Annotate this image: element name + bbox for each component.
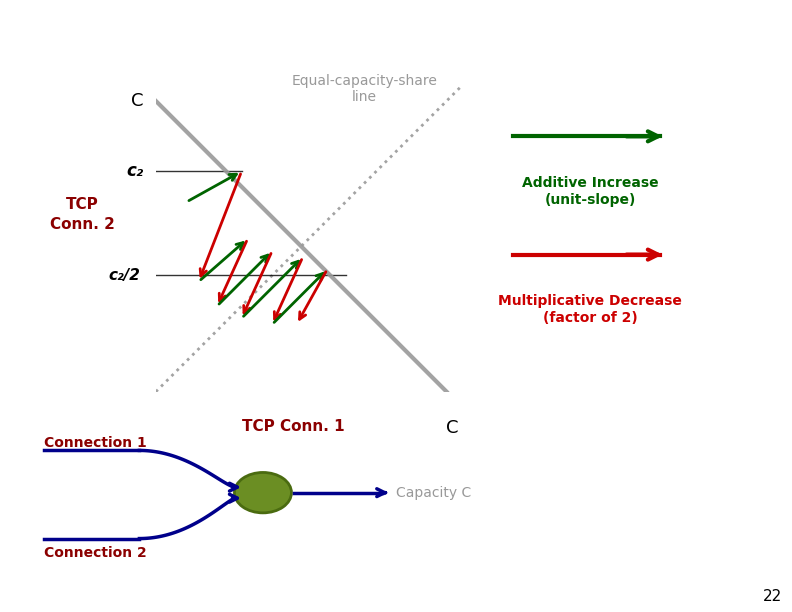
Text: c₂: c₂ bbox=[127, 162, 143, 181]
Text: Engineering: Engineering bbox=[521, 29, 624, 44]
Ellipse shape bbox=[234, 472, 291, 513]
Text: Equal-capacity-share
line: Equal-capacity-share line bbox=[291, 73, 437, 104]
Text: 22: 22 bbox=[763, 589, 782, 604]
Text: c₂/2: c₂/2 bbox=[109, 268, 140, 283]
Text: Washington University in St. Louis: Washington University in St. Louis bbox=[16, 30, 286, 43]
Text: Connection 2: Connection 2 bbox=[44, 547, 147, 560]
Text: C: C bbox=[447, 419, 459, 437]
Text: TCP
Conn. 2: TCP Conn. 2 bbox=[50, 197, 115, 231]
Text: Capacity C: Capacity C bbox=[396, 486, 471, 499]
Text: Multiplicative Decrease
(factor of 2): Multiplicative Decrease (factor of 2) bbox=[498, 294, 683, 326]
Text: Connection 1: Connection 1 bbox=[44, 436, 147, 450]
Text: TCP Conn. 1: TCP Conn. 1 bbox=[242, 419, 345, 435]
Text: C: C bbox=[131, 92, 143, 110]
Text: Additive Increase
(unit-slope): Additive Increase (unit-slope) bbox=[522, 176, 659, 207]
